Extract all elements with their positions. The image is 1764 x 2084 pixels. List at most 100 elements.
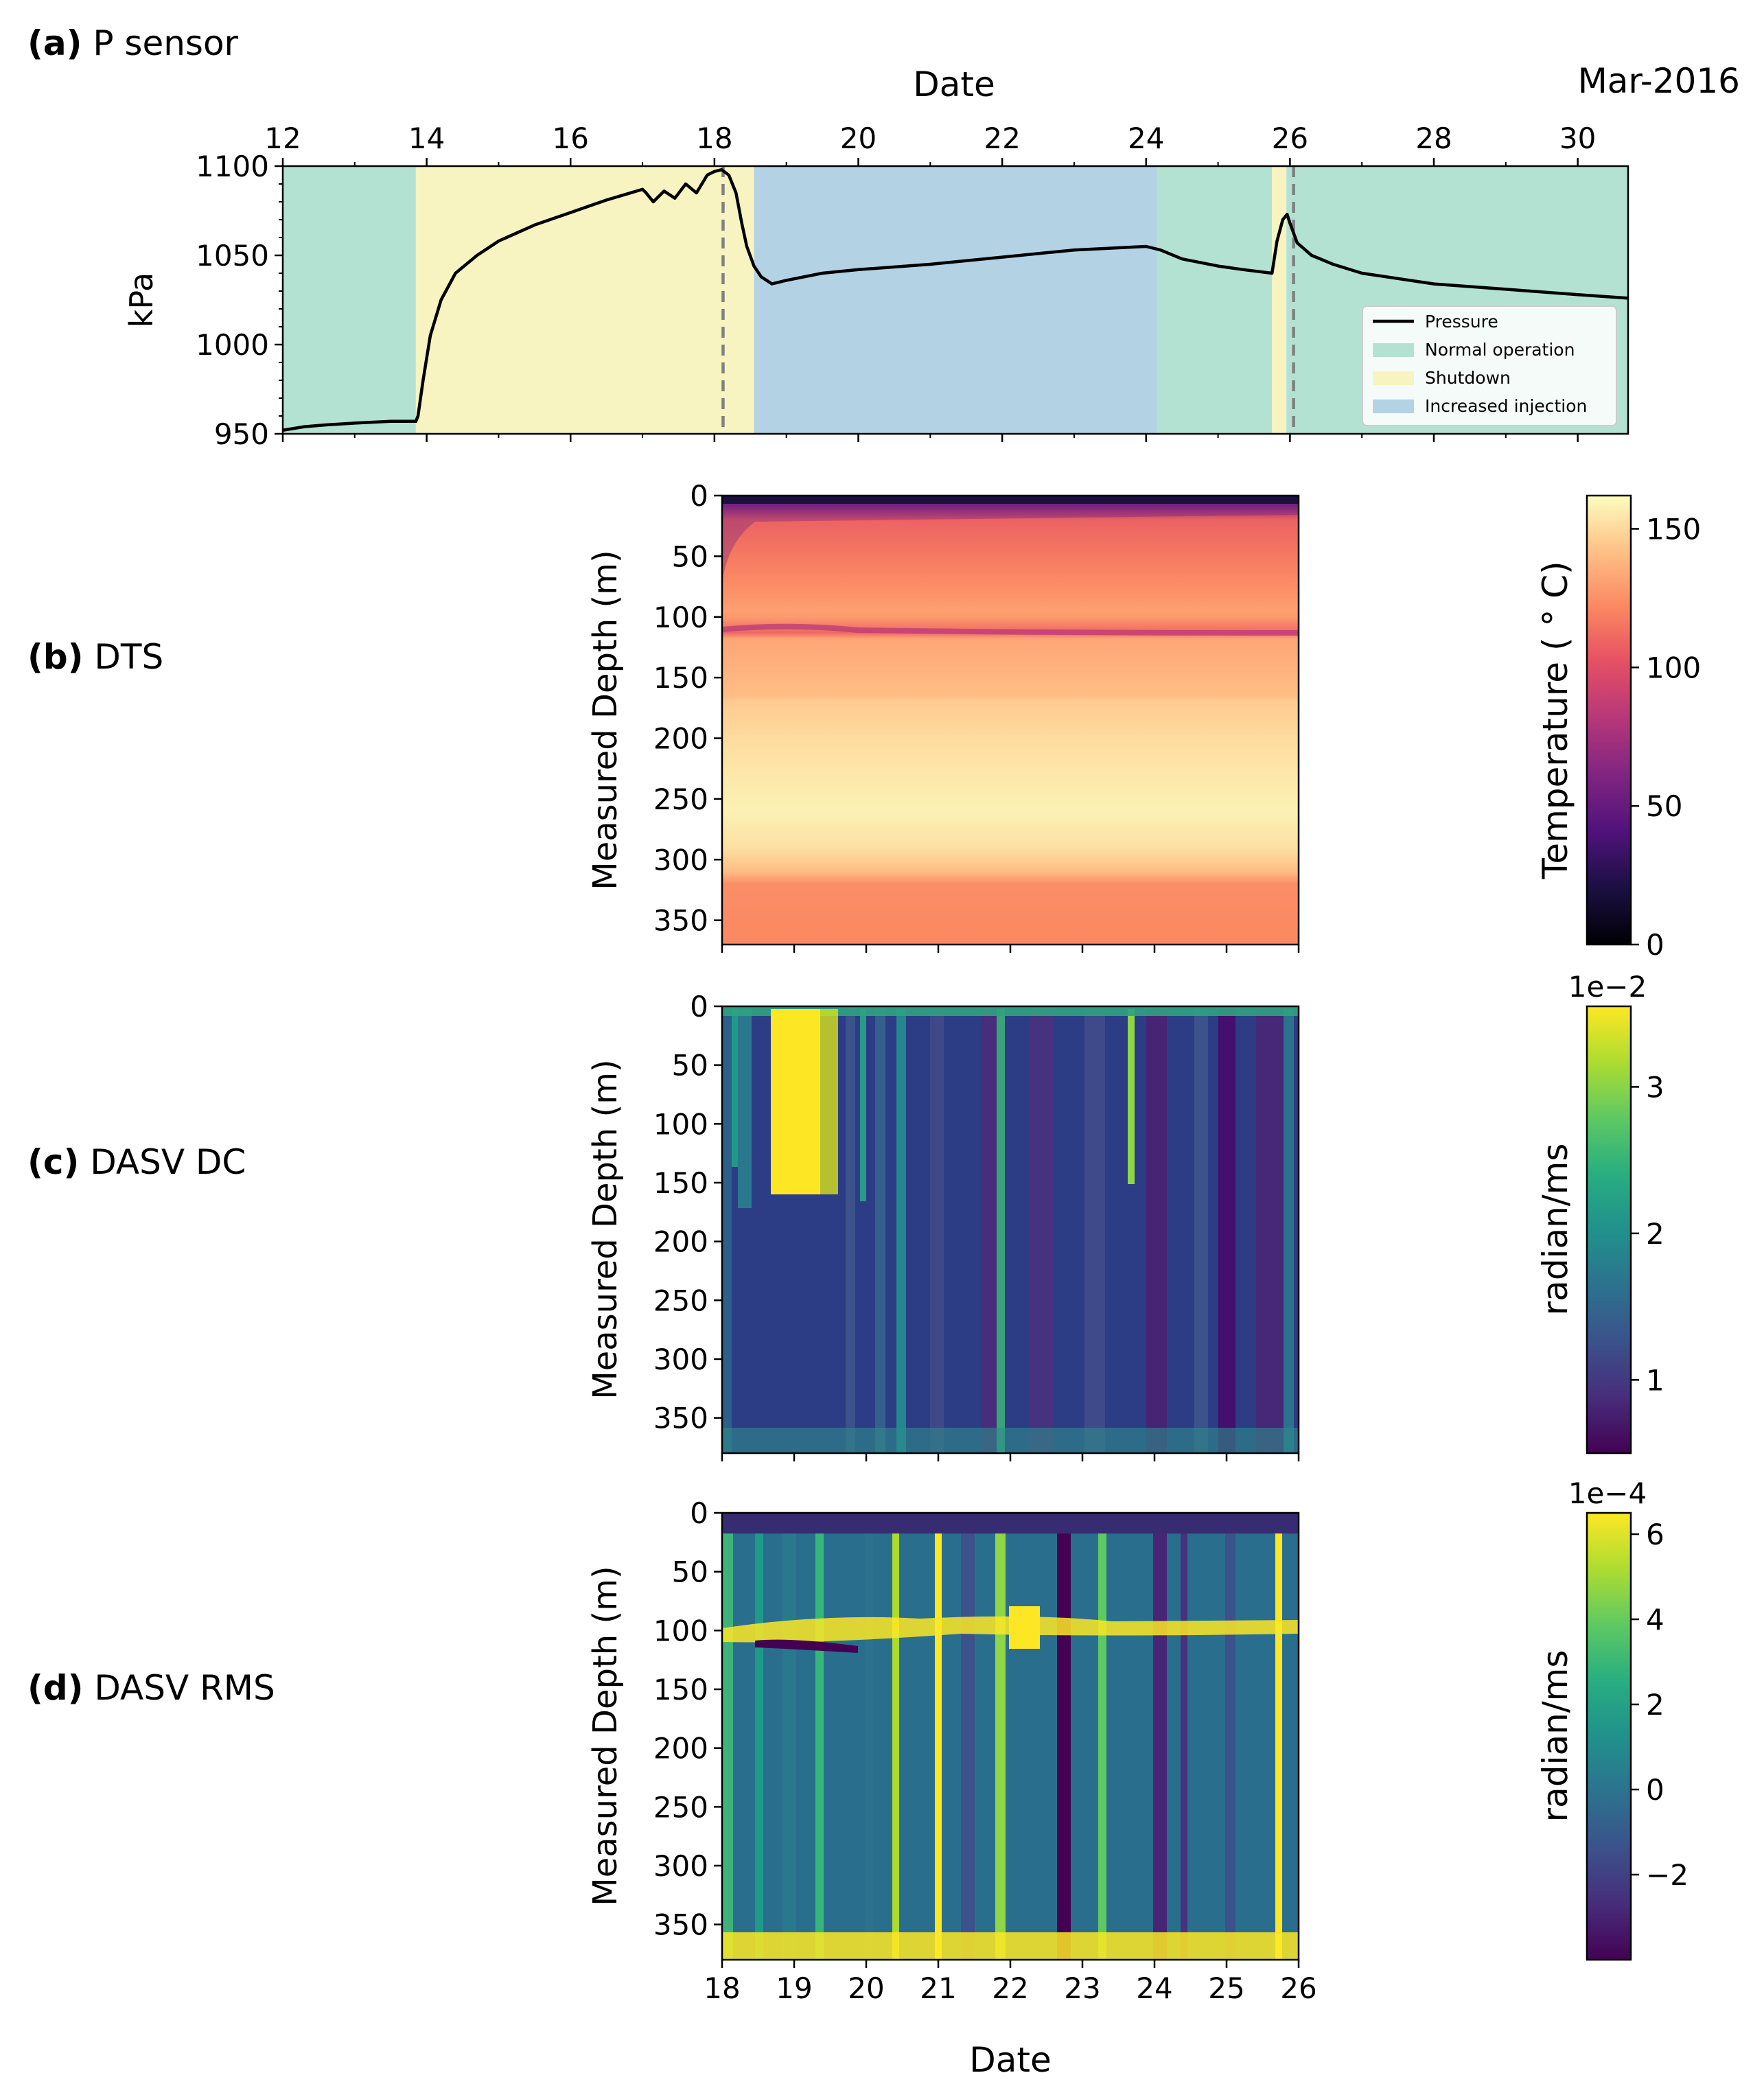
dasv-dc-colorbar — [1586, 1005, 1632, 1455]
b-ytick-label-0: 0 — [690, 479, 708, 513]
d-ytick-label-250: 250 — [653, 1790, 708, 1824]
panel-c-chart: 0 50 100 150 200 250 300 350 Measured Depth (m)… — [586, 970, 1664, 1461]
dasv-rms-colorbar-label: radian/ms — [1535, 1650, 1575, 1822]
dasv-rms-stripe-7 — [961, 1533, 975, 1960]
dasv-rms-stripe-14 — [1275, 1533, 1282, 1960]
d-xtick-label-23: 23 — [1064, 1971, 1100, 2005]
c-ytick-label-200: 200 — [653, 1225, 708, 1259]
dasv-dc-stripe-4 — [860, 1009, 866, 1201]
b-cbtick-label-100: 100 — [1646, 651, 1701, 684]
dasv-rms-stripe-2 — [782, 1533, 796, 1960]
d-xtick-label-25: 25 — [1208, 1971, 1244, 2005]
panel-c-letter: (c) — [27, 1142, 80, 1182]
a-xtick-label-30: 30 — [1559, 121, 1596, 155]
dasv-rms-stripe-13 — [1225, 1533, 1235, 1960]
legend-shutdown-label: Shutdown — [1425, 368, 1511, 388]
dasv-rms-heatmap — [722, 1513, 1299, 1960]
dts-colorbar — [1586, 494, 1632, 946]
panel-b-letter: (b) — [27, 637, 84, 677]
b-cbtick-label-50: 50 — [1646, 789, 1682, 823]
panel-a-letter: (a) — [27, 23, 82, 63]
b-ytick-label-100: 100 — [653, 601, 708, 634]
dasv-rms-stripe-4 — [865, 1533, 873, 1960]
c-cbtick-label-1: 1 — [1646, 1363, 1664, 1397]
legend-box — [1362, 305, 1617, 426]
d-xtick-label-20: 20 — [848, 1971, 884, 2005]
dasv-dc-stripe-6 — [896, 1009, 906, 1453]
panel-a-chart: 12 14 16 18 20 22 24 26 28 30 950 1000 1050 1100 Dat… — [123, 61, 1740, 451]
a-xtick-label-22: 22 — [984, 121, 1020, 155]
legend-injection-label: Increased injection — [1425, 396, 1587, 416]
panel-a-ylabel: kPa — [123, 273, 160, 328]
dasv-dc-deep-band — [722, 1428, 1299, 1453]
a-xtick-label-26: 26 — [1272, 121, 1308, 155]
a-ytick-label-1050: 1050 — [196, 239, 269, 273]
dasv-dc-colorbar-label: radian/ms — [1535, 1144, 1575, 1316]
dasv-dc-stripe-1 — [732, 1009, 738, 1167]
dasv-dc-stripe-14 — [1194, 1009, 1208, 1453]
d-cbtick-label-−2: −2 — [1646, 1858, 1688, 1892]
region-shutdown-1 — [415, 166, 754, 434]
b-cbtick-label-150: 150 — [1646, 512, 1701, 546]
a-xtick-label-24: 24 — [1128, 121, 1164, 155]
d-ytick-label-100: 100 — [653, 1614, 708, 1647]
b-cbtick-label-0: 0 — [1646, 928, 1664, 962]
panel-b-label: (b) DTS — [27, 637, 163, 677]
panel-b-chart: 0 50 100 150 200 250 300 350 Measured Depth (m)… — [586, 479, 1701, 962]
dts-colorbar-label: Temperature ( ° C) — [1535, 561, 1575, 879]
d-xtick-label-24: 24 — [1136, 1971, 1172, 2005]
d-xtick-label-26: 26 — [1280, 1971, 1316, 2005]
dasv-dc-stripe-7 — [930, 1009, 944, 1453]
panel-d-xlabel: Date — [969, 2040, 1052, 2080]
dasv-rms-stripe-12 — [1181, 1533, 1187, 1960]
pressure-line — [283, 167, 1628, 432]
dasv-rms-stripe-6 — [935, 1533, 942, 1960]
d-cbtick-label-4: 4 — [1646, 1603, 1664, 1636]
dasv-dc-stripe-15 — [1218, 1009, 1235, 1453]
d-xtick-label-19: 19 — [776, 1971, 812, 2005]
panel-d-label: (d) DASV RMS — [27, 1668, 275, 1708]
d-ytick-label-200: 200 — [653, 1732, 708, 1765]
dasv-dc-stripe-10 — [1030, 1009, 1054, 1453]
a-xtick-label-14: 14 — [408, 121, 445, 155]
region-normal-0 — [283, 166, 416, 434]
c-ytick-label-300: 300 — [653, 1343, 708, 1376]
panel-b-ylabel: Measured Depth (m) — [586, 550, 625, 890]
a-ytick-label-1100: 1100 — [196, 150, 269, 183]
b-ytick-label-50: 50 — [672, 540, 708, 573]
b-ytick-label-200: 200 — [653, 722, 708, 756]
legend-injection-swatch — [1373, 400, 1414, 413]
d-ytick-label-300: 300 — [653, 1849, 708, 1883]
panel-c-label: (c) DASV DC — [27, 1142, 246, 1182]
c-ytick-label-350: 350 — [653, 1402, 708, 1435]
dts-heatmap — [722, 496, 1299, 945]
region-injection-2 — [754, 166, 1157, 434]
c-ytick-label-0: 0 — [690, 990, 708, 1023]
dasv-dc-stripe-0 — [722, 1009, 732, 1453]
panel-a-name: P sensor — [93, 23, 239, 63]
dasv-rms-stripe-3 — [815, 1533, 824, 1960]
region-shutdown-4 — [1272, 166, 1287, 434]
dasv-rms-mid-patch — [1009, 1606, 1040, 1649]
dts-early-cool-zone — [722, 504, 1299, 583]
dasv-dc-stripe-11 — [1084, 1009, 1105, 1453]
d-cbtick-label-0: 0 — [1646, 1773, 1664, 1807]
d-xtick-label-22: 22 — [992, 1971, 1028, 2005]
b-ytick-label-350: 350 — [653, 904, 708, 938]
dasv-rms-deep-band — [722, 1932, 1299, 1960]
b-ytick-label-300: 300 — [653, 843, 708, 877]
panel-a-frame — [281, 165, 1629, 435]
region-normal-3 — [1157, 166, 1273, 434]
a-xtick-label-20: 20 — [840, 121, 877, 155]
d-ytick-label-50: 50 — [672, 1555, 708, 1589]
dasv-rms-stripe-9 — [1057, 1533, 1071, 1960]
dasv-dc-stripe-13 — [1146, 1009, 1167, 1453]
b-ytick-label-250: 250 — [653, 783, 708, 816]
dasv-dc-stripe-9 — [997, 1009, 1005, 1453]
panel-a-label: (a) P sensor — [27, 23, 238, 63]
dasv-rms-stripe-5 — [892, 1533, 899, 1960]
dasv-rms-stripe-0 — [722, 1533, 733, 1960]
dasv-dc-high-block — [771, 1009, 820, 1194]
c-cbtick-label-3: 3 — [1646, 1070, 1664, 1104]
a-xtick-label-18: 18 — [696, 121, 732, 155]
